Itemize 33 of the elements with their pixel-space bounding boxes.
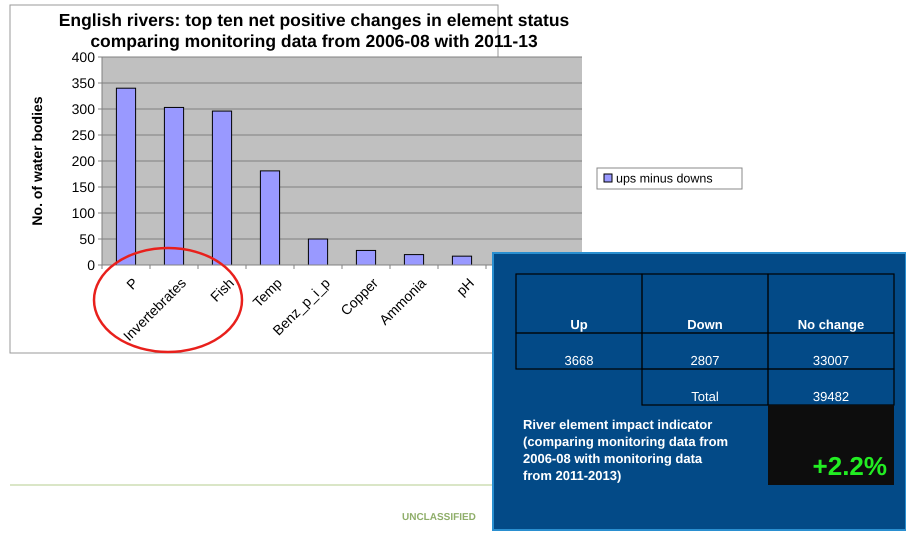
- bar: [164, 106, 184, 266]
- text: Total: [691, 389, 719, 404]
- text: Down: [687, 317, 723, 332]
- y-tick-label: 250: [72, 126, 96, 143]
- y-axis-title: No. of water bodies: [29, 96, 45, 226]
- y-tick-label: 200: [72, 152, 96, 169]
- text: Up: [570, 317, 588, 332]
- bar: [212, 110, 232, 266]
- y-tick-label: 50: [79, 230, 96, 247]
- bar: [452, 256, 472, 266]
- text: 33007: [812, 353, 850, 368]
- text: 39482: [812, 389, 850, 404]
- bar: [116, 88, 136, 266]
- text: UNCLASSIFIED: [402, 512, 476, 523]
- bar: [404, 254, 424, 266]
- x-tick-label: Fish: [207, 274, 238, 305]
- y-tick-label: 100: [72, 204, 96, 221]
- bar: [356, 250, 376, 266]
- y-tick-label: 300: [72, 100, 96, 117]
- y-tick-label: 350: [72, 74, 96, 91]
- bar: [308, 238, 328, 266]
- text: 3668: [564, 353, 594, 368]
- text: 2807: [690, 353, 720, 368]
- y-tick-label: 150: [72, 178, 96, 195]
- y-tick-label: 400: [72, 48, 96, 65]
- y-tick-label: 0: [87, 256, 96, 273]
- legend-label: ups minus downs: [616, 171, 713, 186]
- text: River element impact indicator (comparing monitoring data from 2006-08 with monitoring data from 2011-2013): [523, 417, 728, 483]
- chart-title: English rivers: top ten net positive changes in element status comparing monitoring data from 2006-08 with 2011-13: [58, 10, 570, 51]
- text: +2.2%: [812, 451, 887, 481]
- x-tick-label: pH: [453, 274, 478, 299]
- text: No change: [798, 317, 864, 332]
- bar: [260, 170, 280, 266]
